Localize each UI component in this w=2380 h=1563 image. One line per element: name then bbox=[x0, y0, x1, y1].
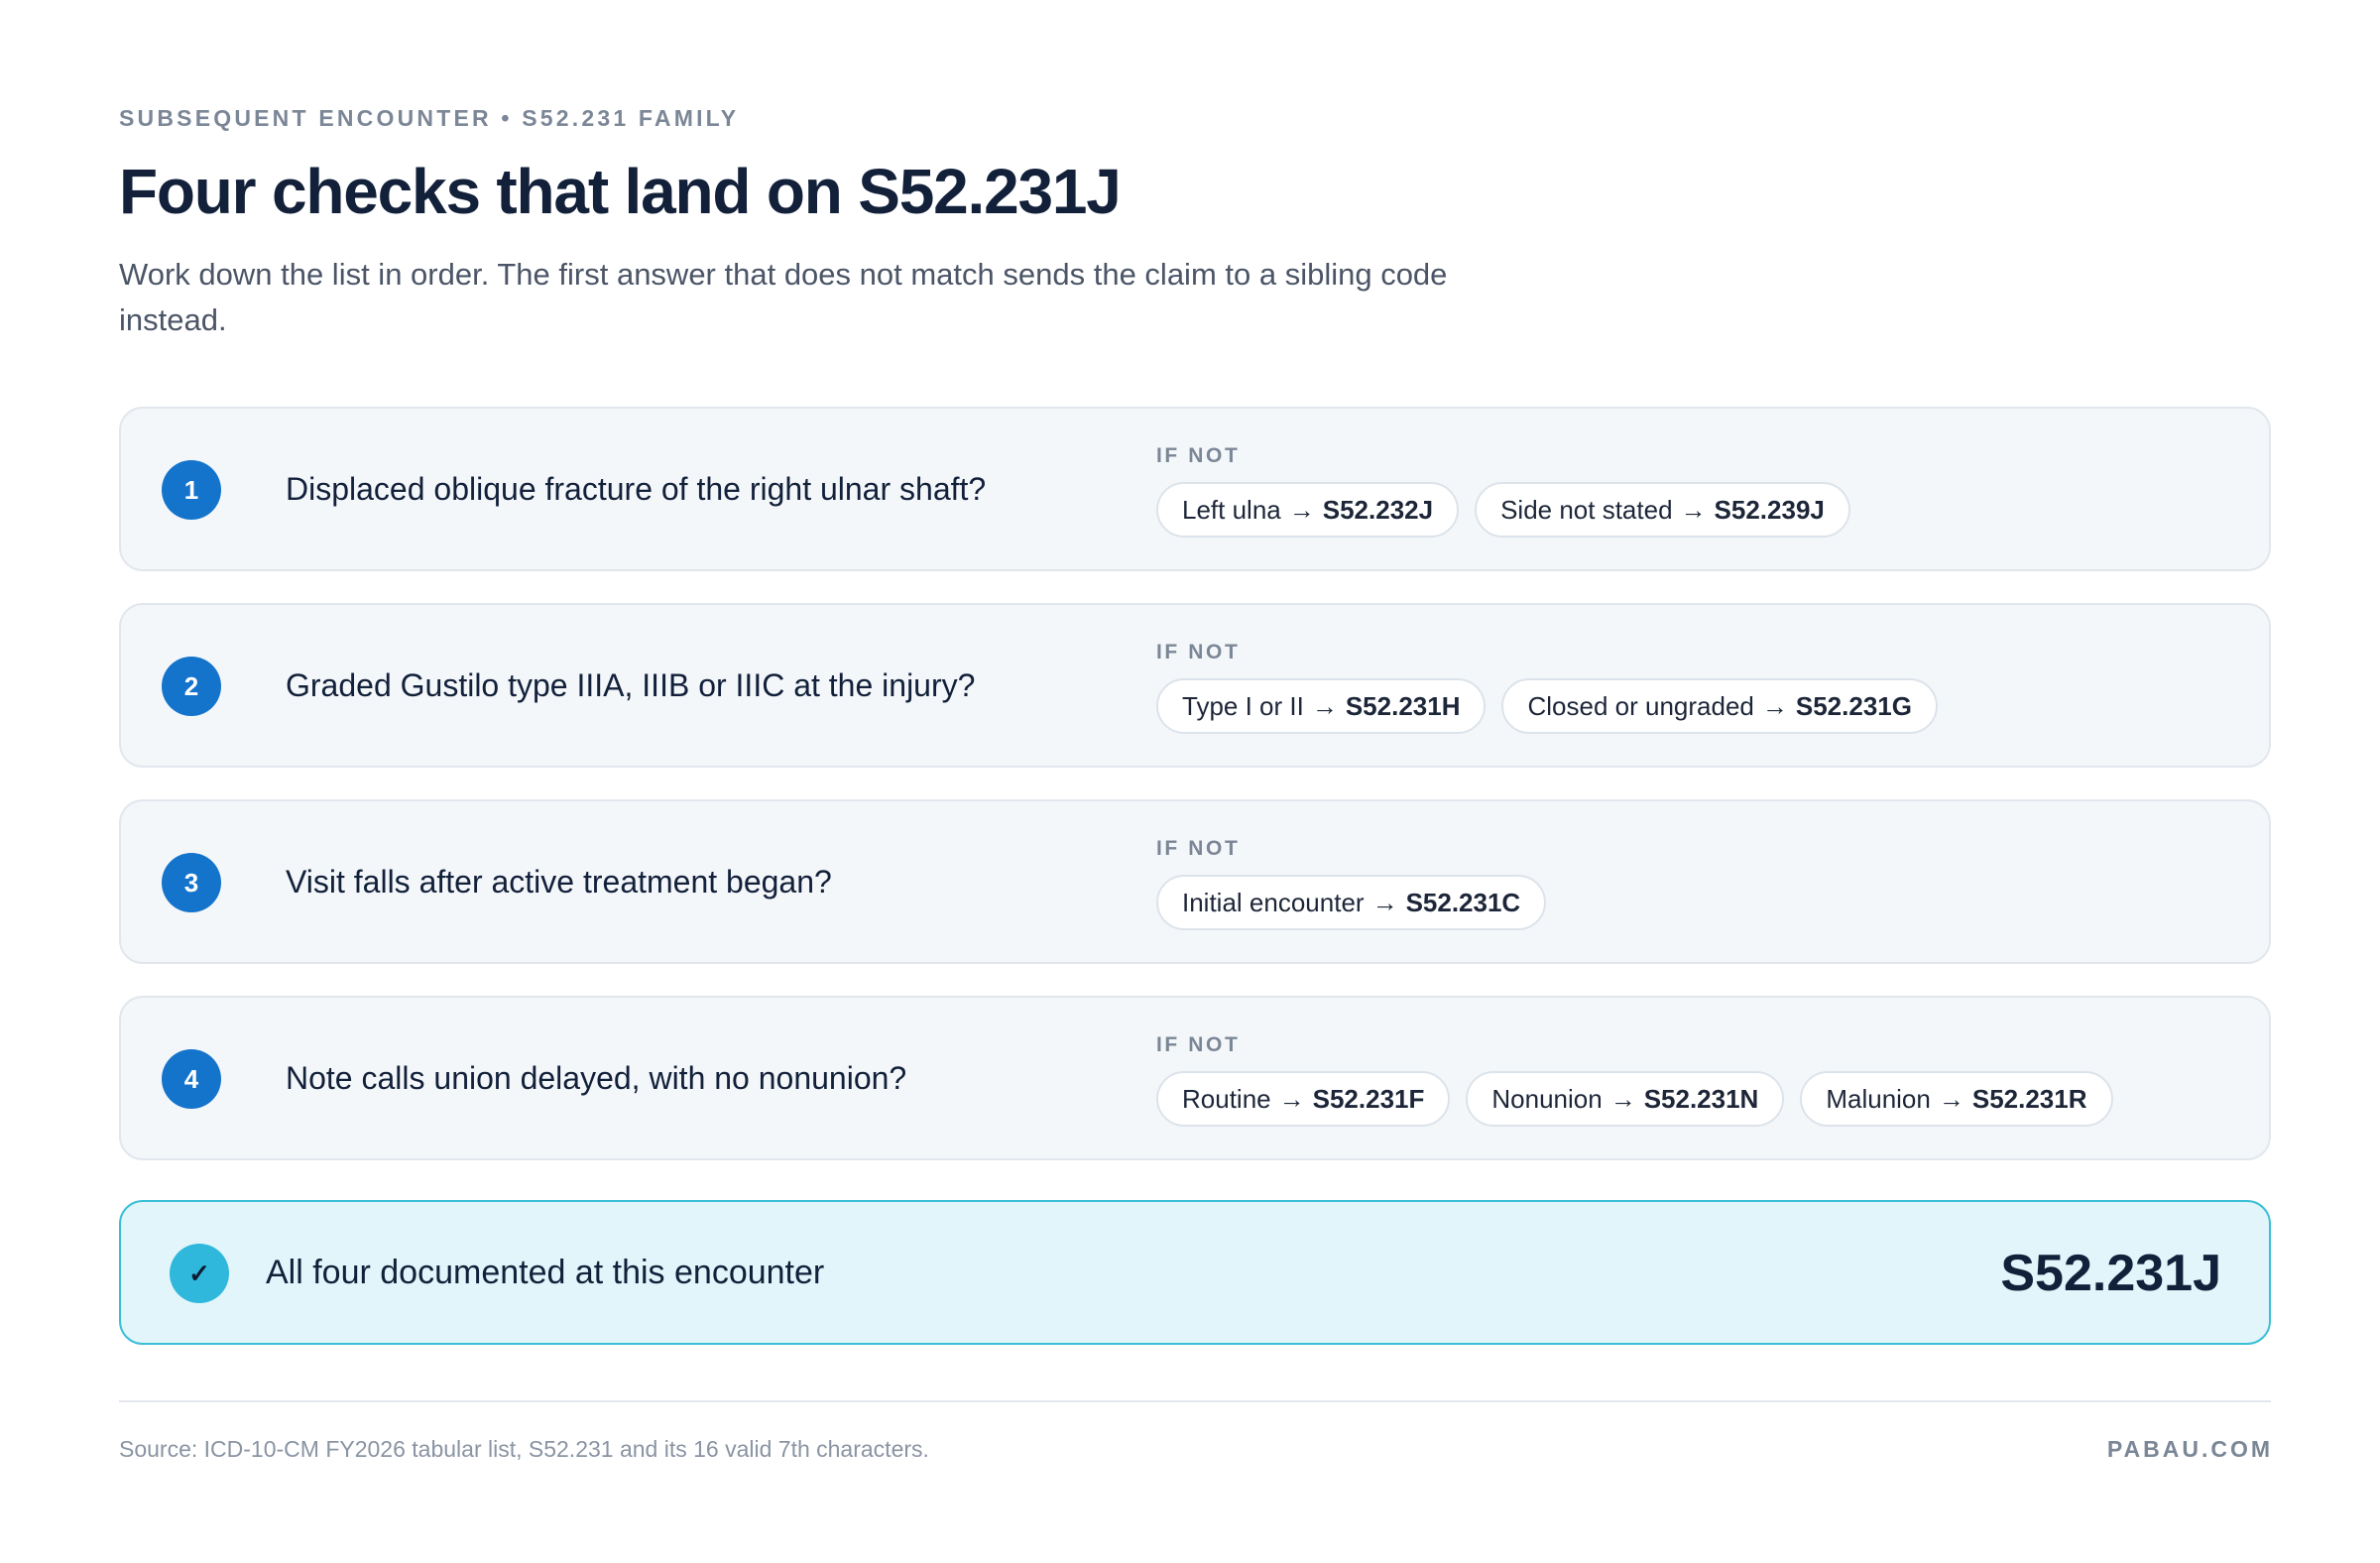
alternative-label: Initial encounter bbox=[1182, 887, 1365, 917]
step-number-badge: 2 bbox=[162, 657, 221, 716]
alternative-code-chip: Initial encounter → S52.231C bbox=[1156, 875, 1547, 930]
check-card: 1 Displaced oblique fracture of the right… bbox=[119, 407, 2271, 571]
alternative-codes: Initial encounter → S52.231C bbox=[1156, 875, 1547, 930]
check-question: Note calls union delayed, with no nonuni… bbox=[286, 1060, 907, 1096]
alternative-code-chip: Type I or II → S52.231H bbox=[1156, 678, 1487, 734]
alternative-code: S52.231H bbox=[1345, 690, 1461, 721]
check-card: 4 Note calls union delayed, with no nonun… bbox=[119, 996, 2271, 1160]
check-question: Visit falls after active treatment began… bbox=[286, 864, 832, 900]
alternative-label: Left ulna bbox=[1182, 494, 1281, 525]
if-not-label: IF NOT bbox=[1156, 837, 1241, 860]
check-card: 2 Graded Gustilo type IIIA, IIIB or IIIC … bbox=[119, 603, 2271, 768]
alternative-code: S52.239J bbox=[1714, 494, 1825, 525]
alternative-code: S52.231R bbox=[1971, 1083, 2087, 1114]
alternative-code: S52.231N bbox=[1643, 1083, 1759, 1114]
arrow-right-icon: → bbox=[1761, 690, 1788, 721]
alternative-codes: Routine → S52.231F Nonunion → S52.231N Malunio… bbox=[1156, 1071, 2113, 1127]
alternative-codes: Left ulna → S52.232J Side not stated → S52.23… bbox=[1156, 482, 1850, 538]
check-question: Displaced oblique fracture of the right … bbox=[286, 471, 987, 507]
alternative-label: Type I or II bbox=[1182, 690, 1304, 721]
arrow-right-icon: → bbox=[1278, 1083, 1305, 1114]
page-subtitle: Work down the list in order. The first a… bbox=[119, 257, 1448, 337]
checkmark-icon: ✓ bbox=[170, 1244, 229, 1303]
source-note: Source: ICD-10-CM FY2026 tabular list, S… bbox=[119, 1436, 929, 1462]
step-number-badge: 4 bbox=[162, 1049, 221, 1109]
if-not-label: IF NOT bbox=[1156, 641, 1241, 663]
alternative-code-chip: Left ulna → S52.232J bbox=[1156, 482, 1460, 538]
alternative-label: Side not stated bbox=[1500, 494, 1673, 525]
arrow-right-icon: → bbox=[1938, 1083, 1964, 1114]
alternative-label: Routine bbox=[1182, 1083, 1271, 1114]
alternative-code-chip: Malunion → S52.231R bbox=[1800, 1071, 2113, 1127]
divider bbox=[119, 1400, 2271, 1402]
alternative-code: S52.232J bbox=[1322, 494, 1434, 525]
alternative-label: Closed or ungraded bbox=[1527, 690, 1754, 721]
arrow-right-icon: → bbox=[1680, 494, 1707, 525]
alternative-code: S52.231G bbox=[1795, 690, 1912, 721]
result-card: ✓ All four documented at this encounter … bbox=[119, 1200, 2271, 1345]
alternative-code-chip: Side not stated → S52.239J bbox=[1475, 482, 1850, 538]
step-number-badge: 1 bbox=[162, 460, 221, 520]
alternative-code-chip: Closed or ungraded → S52.231G bbox=[1501, 678, 1938, 734]
result-code: S52.231J bbox=[2000, 1245, 2221, 1302]
check-card: 3 Visit falls after active treatment bega… bbox=[119, 799, 2271, 964]
arrow-right-icon: → bbox=[1311, 690, 1338, 721]
alternative-code-chip: Routine → S52.231F bbox=[1156, 1071, 1451, 1127]
check-question: Graded Gustilo type IIIA, IIIB or IIIC a… bbox=[286, 667, 976, 703]
arrow-right-icon: → bbox=[1371, 887, 1398, 917]
alternative-codes: Type I or II → S52.231H Closed or ungraded →… bbox=[1156, 678, 1938, 734]
arrow-right-icon: → bbox=[1609, 1083, 1636, 1114]
arrow-right-icon: → bbox=[1288, 494, 1315, 525]
if-not-label: IF NOT bbox=[1156, 444, 1241, 467]
brand-link[interactable]: PABAU.COM bbox=[2106, 1436, 2273, 1462]
alternative-code: S52.231C bbox=[1405, 887, 1521, 917]
result-text: All four documented at this encounter bbox=[266, 1254, 825, 1291]
step-number-badge: 3 bbox=[162, 853, 221, 912]
alternative-label: Nonunion bbox=[1491, 1083, 1603, 1114]
alternative-code-chip: Nonunion → S52.231N bbox=[1466, 1071, 1785, 1127]
alternative-label: Malunion bbox=[1826, 1083, 1931, 1114]
page-title: Four checks that land on S52.231J bbox=[119, 156, 1122, 227]
eyebrow: SUBSEQUENT ENCOUNTER • S52.231 FAMILY bbox=[119, 105, 740, 131]
alternative-code: S52.231F bbox=[1312, 1083, 1425, 1114]
if-not-label: IF NOT bbox=[1156, 1033, 1241, 1056]
